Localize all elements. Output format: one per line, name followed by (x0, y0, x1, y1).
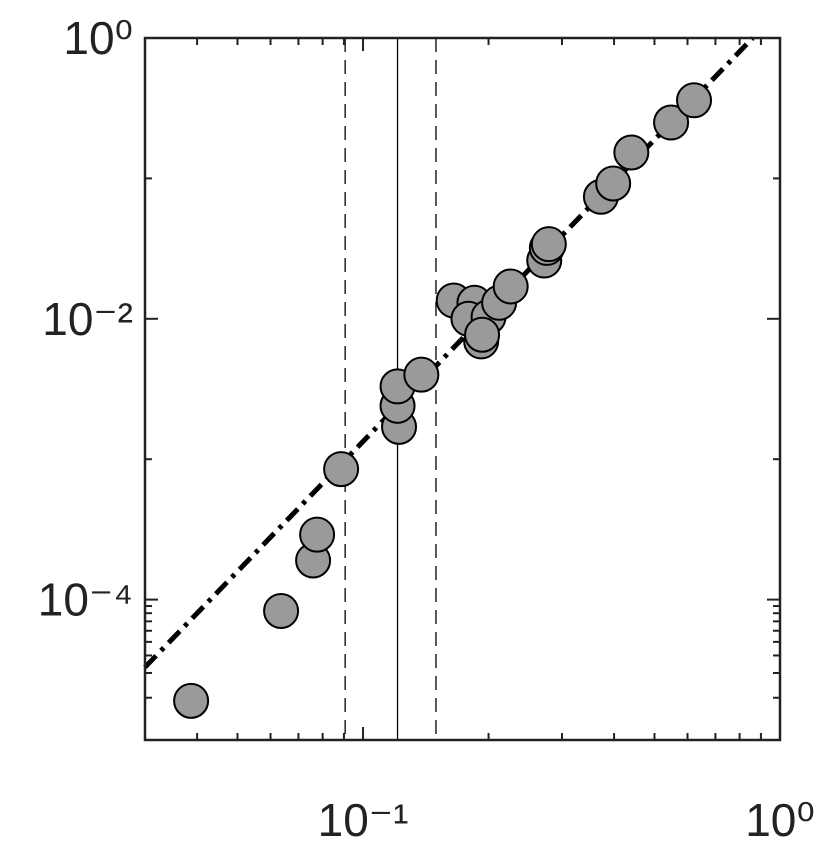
data-point (530, 226, 567, 263)
data-point (595, 165, 632, 202)
data-point (613, 134, 650, 171)
x-tick-label: 10⁰ (745, 794, 815, 843)
y-tick-label: 10⁰ (63, 12, 133, 64)
fit-line (143, 36, 755, 669)
plot-frame (143, 36, 782, 742)
data-point (492, 268, 529, 305)
data-point (263, 592, 300, 629)
y-tick-label: 10⁻⁴ (38, 574, 133, 626)
data-point (676, 82, 713, 119)
y-tick-label: 10⁻² (42, 293, 133, 345)
x-tick-label: 10⁻¹ (318, 794, 409, 843)
data-point (299, 516, 336, 553)
data-point (403, 356, 440, 393)
data-point (653, 104, 690, 141)
data-point (464, 316, 501, 353)
data-point (323, 451, 360, 488)
data-point (173, 682, 210, 719)
